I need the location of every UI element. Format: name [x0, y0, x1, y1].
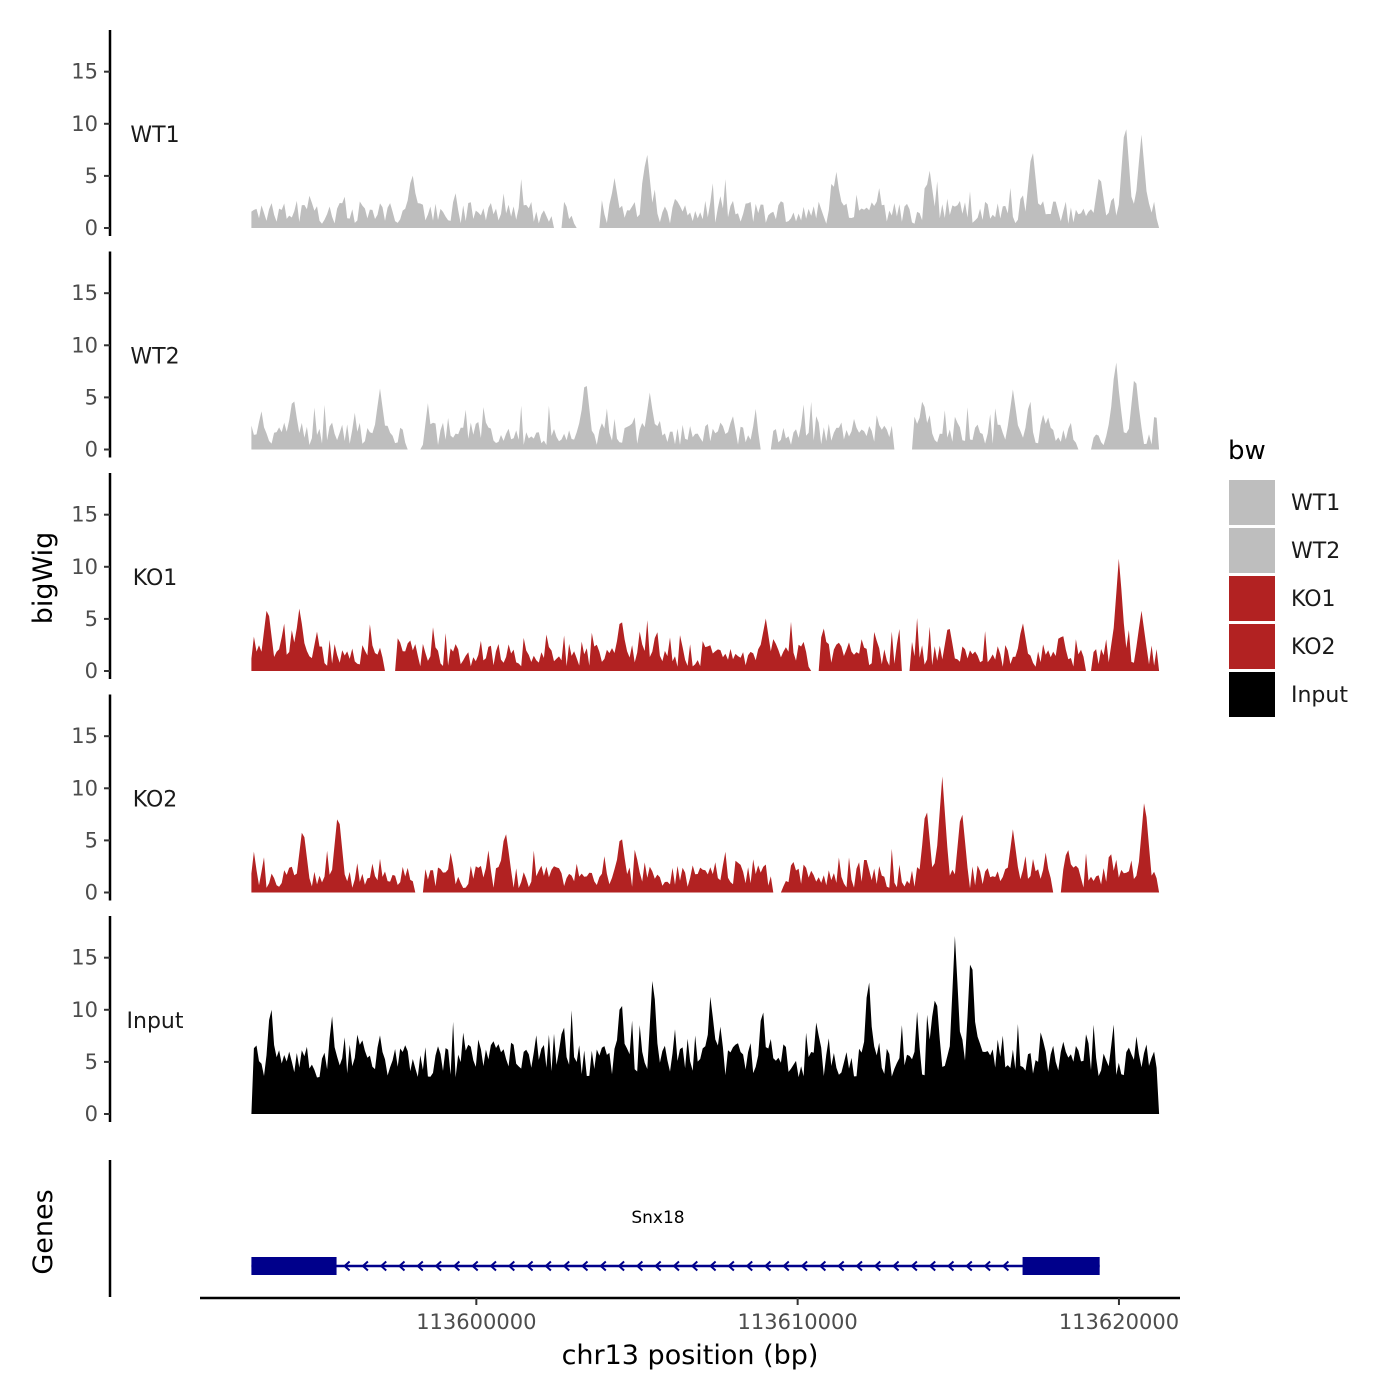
strand-arrow	[727, 1260, 735, 1272]
track-panels: 0 5 10 15 WT1 0 5 10 15 WT2 0 5 10 15 KO1 0 5 10 15 KO2 0 5 10…	[71, 30, 1160, 1126]
strand-arrow	[581, 1260, 589, 1272]
strand-arrow	[489, 1260, 497, 1272]
panel-input: 0 5 10 15 Input	[71, 916, 1160, 1126]
legend-swatch	[1229, 480, 1275, 525]
strand-arrow	[690, 1260, 698, 1272]
y-tick-label: 5	[85, 828, 98, 852]
strand-arrow	[471, 1260, 479, 1272]
strand-arrow	[800, 1260, 808, 1272]
legend-label: KO2	[1291, 635, 1336, 660]
x-tick-label: 113600000	[416, 1310, 536, 1334]
y-tick-label: 10	[71, 333, 98, 357]
legend-title: bw	[1228, 436, 1266, 466]
track-label: WT1	[130, 123, 179, 148]
x-tick-label: 113610000	[738, 1310, 858, 1334]
gene-exon	[251, 1257, 337, 1275]
coverage-area-ko2	[251, 776, 1160, 893]
strand-arrow	[526, 1260, 534, 1272]
y-tick-label: 0	[85, 1102, 98, 1126]
coverage-area-ko1	[251, 558, 1160, 671]
coverage-area-wt1	[251, 129, 1160, 228]
strand-arrow	[818, 1260, 827, 1272]
strand-arrow	[544, 1260, 552, 1272]
strand-arrow	[672, 1260, 680, 1272]
legend: bw WT1 WT2 KO1 KO2 Input	[1228, 436, 1348, 717]
strand-arrow	[855, 1260, 863, 1272]
legend-label: WT1	[1291, 491, 1340, 516]
y-tick-label: 5	[85, 385, 98, 409]
legend-label: WT2	[1291, 539, 1340, 564]
gene-exon	[1022, 1257, 1100, 1275]
strand-arrow	[507, 1260, 515, 1272]
strand-arrow	[343, 1260, 351, 1272]
strand-arrow	[928, 1260, 936, 1272]
x-axis-title: chr13 position (bp)	[562, 1340, 819, 1371]
legend-swatch	[1229, 672, 1275, 717]
strand-arrow	[452, 1260, 461, 1272]
strand-arrow	[599, 1260, 607, 1272]
legend-label: Input	[1291, 683, 1348, 708]
y-tick-label: 15	[71, 281, 98, 305]
panel-ko2: 0 5 10 15 KO2	[71, 694, 1160, 905]
track-label: KO2	[133, 788, 178, 813]
strand-arrow	[562, 1260, 570, 1272]
y-tick-label: 0	[85, 659, 98, 683]
strand-arrow	[398, 1260, 406, 1272]
strand-arrow	[709, 1260, 717, 1272]
y-tick-label: 10	[71, 998, 98, 1022]
strand-arrow	[635, 1260, 644, 1272]
track-label: WT2	[130, 345, 179, 370]
strand-arrow	[965, 1260, 973, 1272]
y-tick-label: 15	[71, 503, 98, 527]
y-tick-label: 0	[85, 438, 98, 462]
strand-arrow	[892, 1260, 900, 1272]
strand-arrow	[947, 1260, 955, 1272]
legend-swatch	[1229, 528, 1275, 573]
track-label: Input	[127, 1009, 184, 1034]
strand-arrow	[361, 1260, 369, 1272]
strand-arrow	[745, 1260, 753, 1272]
strand-arrow	[837, 1260, 845, 1272]
y-tick-label: 15	[71, 60, 98, 84]
strand-arrow	[764, 1260, 772, 1272]
strand-arrow	[983, 1260, 991, 1272]
y-tick-label: 0	[85, 881, 98, 905]
track-label: KO1	[133, 566, 178, 591]
strand-arrow	[910, 1260, 918, 1272]
panel-wt1: 0 5 10 15 WT1	[71, 30, 1160, 240]
strand-arrow	[1001, 1260, 1010, 1272]
y-tick-label: 10	[71, 776, 98, 800]
coverage-area-input	[251, 936, 1160, 1114]
y-axis-title: bigWig	[28, 532, 59, 625]
y-tick-label: 5	[85, 607, 98, 631]
y-tick-label: 15	[71, 724, 98, 748]
genes-axis-title: Genes	[28, 1189, 59, 1274]
strand-arrow	[873, 1260, 881, 1272]
y-tick-label: 0	[85, 216, 98, 240]
panel-ko1: 0 5 10 15 KO1	[71, 473, 1160, 683]
strand-arrow	[617, 1260, 625, 1272]
panel-wt2: 0 5 10 15 WT2	[71, 251, 1160, 462]
x-axis: 113600000 113610000 113620000	[200, 1296, 1180, 1334]
gene-label: Snx18	[631, 1208, 684, 1228]
x-tick-label: 113620000	[1059, 1310, 1179, 1334]
strand-arrow	[654, 1260, 662, 1272]
genes-panel: Snx18	[108, 1160, 1100, 1297]
strand-arrow	[379, 1260, 387, 1272]
strand-arrow	[416, 1260, 424, 1272]
strand-arrow	[434, 1260, 442, 1272]
legend-swatch	[1229, 624, 1275, 669]
legend-swatch	[1229, 576, 1275, 621]
y-tick-label: 5	[85, 164, 98, 188]
legend-label: KO1	[1291, 587, 1336, 612]
y-tick-label: 15	[71, 946, 98, 970]
strand-arrow	[782, 1260, 790, 1272]
y-tick-label: 5	[85, 1050, 98, 1074]
y-tick-label: 10	[71, 112, 98, 136]
coverage-area-wt2	[251, 362, 1160, 450]
y-tick-label: 10	[71, 555, 98, 579]
